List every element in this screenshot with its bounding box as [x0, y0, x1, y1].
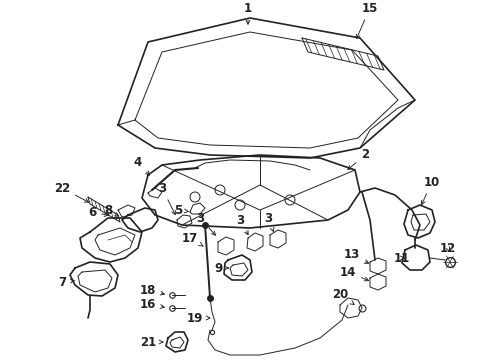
Text: 4: 4 [134, 156, 149, 175]
Text: 9: 9 [214, 261, 228, 274]
Text: 2: 2 [348, 148, 369, 170]
Text: 20: 20 [332, 288, 354, 305]
Text: 16: 16 [140, 297, 164, 310]
Text: 1: 1 [244, 1, 252, 24]
Text: 18: 18 [140, 284, 164, 297]
Text: 15: 15 [356, 1, 378, 39]
Text: 3: 3 [264, 211, 274, 231]
Text: 7: 7 [58, 275, 74, 288]
Text: 12: 12 [440, 242, 456, 255]
Text: 14: 14 [340, 266, 368, 281]
Text: 19: 19 [187, 311, 210, 324]
Text: 3: 3 [158, 181, 175, 215]
Text: 8: 8 [104, 203, 119, 216]
Text: 3: 3 [236, 213, 248, 235]
Text: 5: 5 [174, 203, 188, 216]
Text: 13: 13 [344, 248, 368, 263]
Text: 22: 22 [54, 181, 89, 202]
Text: 3: 3 [196, 211, 216, 235]
Text: 10: 10 [421, 175, 440, 204]
Text: 17: 17 [182, 231, 203, 246]
Text: 6: 6 [88, 206, 108, 219]
Text: 21: 21 [140, 336, 163, 348]
Text: 11: 11 [394, 252, 410, 265]
